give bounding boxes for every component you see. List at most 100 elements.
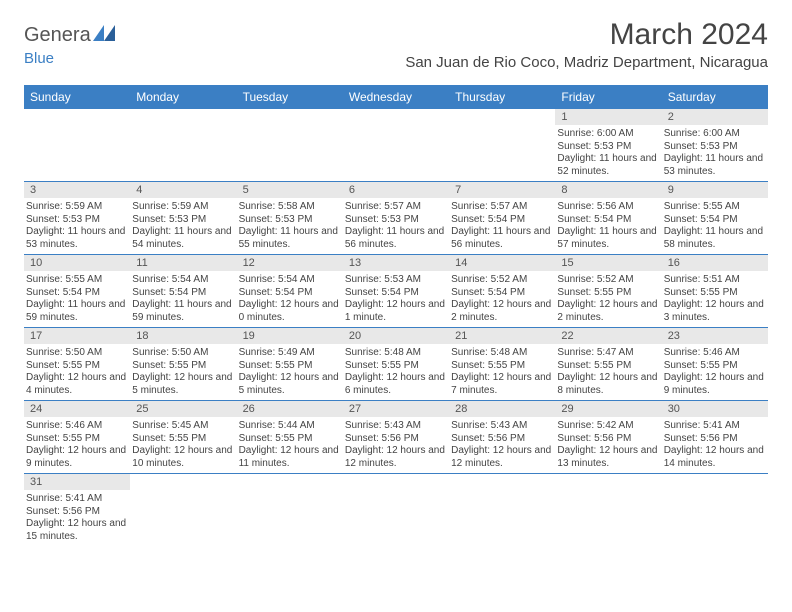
calendar-cell: [449, 474, 555, 547]
calendar-cell: 23Sunrise: 5:46 AMSunset: 5:55 PMDayligh…: [662, 328, 768, 401]
daylight-text: Daylight: 11 hours and 58 minutes.: [664, 226, 764, 251]
sunrise-text: Sunrise: 5:48 AM: [451, 347, 551, 360]
day-number: 27: [343, 401, 449, 417]
weekday-header: Thursday: [449, 85, 555, 109]
day-number: 16: [662, 255, 768, 271]
daylight-text: Daylight: 12 hours and 3 minutes.: [664, 299, 764, 324]
day-number: 18: [130, 328, 236, 344]
sunrise-text: Sunrise: 5:50 AM: [132, 347, 232, 360]
day-number: 7: [449, 182, 555, 198]
daylight-text: Daylight: 12 hours and 4 minutes.: [26, 372, 126, 397]
sunrise-text: Sunrise: 5:41 AM: [26, 493, 126, 506]
daylight-text: Daylight: 12 hours and 12 minutes.: [451, 445, 551, 470]
sunset-text: Sunset: 5:55 PM: [664, 287, 764, 300]
day-number: [130, 474, 236, 490]
calendar-cell: 5Sunrise: 5:58 AMSunset: 5:53 PMDaylight…: [237, 182, 343, 255]
sunset-text: Sunset: 5:55 PM: [345, 360, 445, 373]
calendar-table: SundayMondayTuesdayWednesdayThursdayFrid…: [24, 85, 768, 546]
day-number: 9: [662, 182, 768, 198]
calendar-cell: 15Sunrise: 5:52 AMSunset: 5:55 PMDayligh…: [555, 255, 661, 328]
calendar-cell: 18Sunrise: 5:50 AMSunset: 5:55 PMDayligh…: [130, 328, 236, 401]
day-number: [343, 474, 449, 490]
calendar-cell: 17Sunrise: 5:50 AMSunset: 5:55 PMDayligh…: [24, 328, 130, 401]
weekday-row: SundayMondayTuesdayWednesdayThursdayFrid…: [24, 85, 768, 109]
weekday-header: Wednesday: [343, 85, 449, 109]
day-detail: Sunrise: 5:50 AMSunset: 5:55 PMDaylight:…: [24, 344, 130, 400]
day-number: [237, 474, 343, 490]
daylight-text: Daylight: 12 hours and 8 minutes.: [557, 372, 657, 397]
day-detail: Sunrise: 5:58 AMSunset: 5:53 PMDaylight:…: [237, 198, 343, 254]
day-number: 21: [449, 328, 555, 344]
calendar-cell: 20Sunrise: 5:48 AMSunset: 5:55 PMDayligh…: [343, 328, 449, 401]
day-detail: Sunrise: 5:54 AMSunset: 5:54 PMDaylight:…: [130, 271, 236, 327]
logo-text: GeneraBlue: [24, 24, 113, 70]
day-number: 6: [343, 182, 449, 198]
day-number: 3: [24, 182, 130, 198]
sunrise-text: Sunrise: 5:45 AM: [132, 420, 232, 433]
sunset-text: Sunset: 5:56 PM: [557, 433, 657, 446]
calendar-week-row: 24Sunrise: 5:46 AMSunset: 5:55 PMDayligh…: [24, 401, 768, 474]
calendar-cell: 8Sunrise: 5:56 AMSunset: 5:54 PMDaylight…: [555, 182, 661, 255]
day-detail: Sunrise: 5:48 AMSunset: 5:55 PMDaylight:…: [449, 344, 555, 400]
sunset-text: Sunset: 5:55 PM: [26, 433, 126, 446]
calendar-cell: 26Sunrise: 5:44 AMSunset: 5:55 PMDayligh…: [237, 401, 343, 474]
daylight-text: Daylight: 12 hours and 13 minutes.: [557, 445, 657, 470]
calendar-cell: 10Sunrise: 5:55 AMSunset: 5:54 PMDayligh…: [24, 255, 130, 328]
sunset-text: Sunset: 5:53 PM: [345, 214, 445, 227]
day-number: 30: [662, 401, 768, 417]
daylight-text: Daylight: 11 hours and 53 minutes.: [664, 153, 764, 178]
sunrise-text: Sunrise: 5:54 AM: [132, 274, 232, 287]
calendar-cell: 11Sunrise: 5:54 AMSunset: 5:54 PMDayligh…: [130, 255, 236, 328]
daylight-text: Daylight: 11 hours and 57 minutes.: [557, 226, 657, 251]
sunset-text: Sunset: 5:55 PM: [132, 433, 232, 446]
calendar-cell: 25Sunrise: 5:45 AMSunset: 5:55 PMDayligh…: [130, 401, 236, 474]
sunrise-text: Sunrise: 5:57 AM: [345, 201, 445, 214]
day-number: 5: [237, 182, 343, 198]
calendar-cell: [237, 109, 343, 182]
day-number: 31: [24, 474, 130, 490]
day-number: 12: [237, 255, 343, 271]
day-detail: Sunrise: 5:51 AMSunset: 5:55 PMDaylight:…: [662, 271, 768, 327]
calendar-cell: [24, 109, 130, 182]
day-number: 25: [130, 401, 236, 417]
calendar-cell: 31Sunrise: 5:41 AMSunset: 5:56 PMDayligh…: [24, 474, 130, 547]
sunset-text: Sunset: 5:55 PM: [557, 287, 657, 300]
day-number: [662, 474, 768, 490]
sunrise-text: Sunrise: 5:41 AM: [664, 420, 764, 433]
calendar-week-row: 1Sunrise: 6:00 AMSunset: 5:53 PMDaylight…: [24, 109, 768, 182]
day-number: [449, 474, 555, 490]
day-number: 19: [237, 328, 343, 344]
day-number: [343, 109, 449, 125]
sunset-text: Sunset: 5:54 PM: [451, 214, 551, 227]
calendar-cell: [237, 474, 343, 547]
day-detail: Sunrise: 5:55 AMSunset: 5:54 PMDaylight:…: [662, 198, 768, 254]
day-number: [555, 474, 661, 490]
weekday-header: Tuesday: [237, 85, 343, 109]
daylight-text: Daylight: 11 hours and 54 minutes.: [132, 226, 232, 251]
day-detail: Sunrise: 5:43 AMSunset: 5:56 PMDaylight:…: [449, 417, 555, 473]
calendar-week-row: 10Sunrise: 5:55 AMSunset: 5:54 PMDayligh…: [24, 255, 768, 328]
calendar-cell: [449, 109, 555, 182]
day-detail: Sunrise: 5:50 AMSunset: 5:55 PMDaylight:…: [130, 344, 236, 400]
day-detail: Sunrise: 6:00 AMSunset: 5:53 PMDaylight:…: [555, 125, 661, 181]
calendar-week-row: 3Sunrise: 5:59 AMSunset: 5:53 PMDaylight…: [24, 182, 768, 255]
daylight-text: Daylight: 12 hours and 2 minutes.: [451, 299, 551, 324]
calendar-cell: 12Sunrise: 5:54 AMSunset: 5:54 PMDayligh…: [237, 255, 343, 328]
calendar-cell: 30Sunrise: 5:41 AMSunset: 5:56 PMDayligh…: [662, 401, 768, 474]
day-detail: Sunrise: 5:49 AMSunset: 5:55 PMDaylight:…: [237, 344, 343, 400]
location-subtitle: San Juan de Rio Coco, Madriz Department,…: [405, 54, 768, 71]
daylight-text: Daylight: 12 hours and 5 minutes.: [239, 372, 339, 397]
calendar-cell: 27Sunrise: 5:43 AMSunset: 5:56 PMDayligh…: [343, 401, 449, 474]
calendar-cell: 1Sunrise: 6:00 AMSunset: 5:53 PMDaylight…: [555, 109, 661, 182]
sunrise-text: Sunrise: 5:55 AM: [26, 274, 126, 287]
day-number: 14: [449, 255, 555, 271]
day-detail: Sunrise: 5:46 AMSunset: 5:55 PMDaylight:…: [662, 344, 768, 400]
daylight-text: Daylight: 11 hours and 59 minutes.: [26, 299, 126, 324]
calendar-cell: 2Sunrise: 6:00 AMSunset: 5:53 PMDaylight…: [662, 109, 768, 182]
daylight-text: Daylight: 11 hours and 53 minutes.: [26, 226, 126, 251]
sunset-text: Sunset: 5:54 PM: [132, 287, 232, 300]
sunrise-text: Sunrise: 5:54 AM: [239, 274, 339, 287]
sunset-text: Sunset: 5:54 PM: [345, 287, 445, 300]
day-number: 11: [130, 255, 236, 271]
day-number: 8: [555, 182, 661, 198]
